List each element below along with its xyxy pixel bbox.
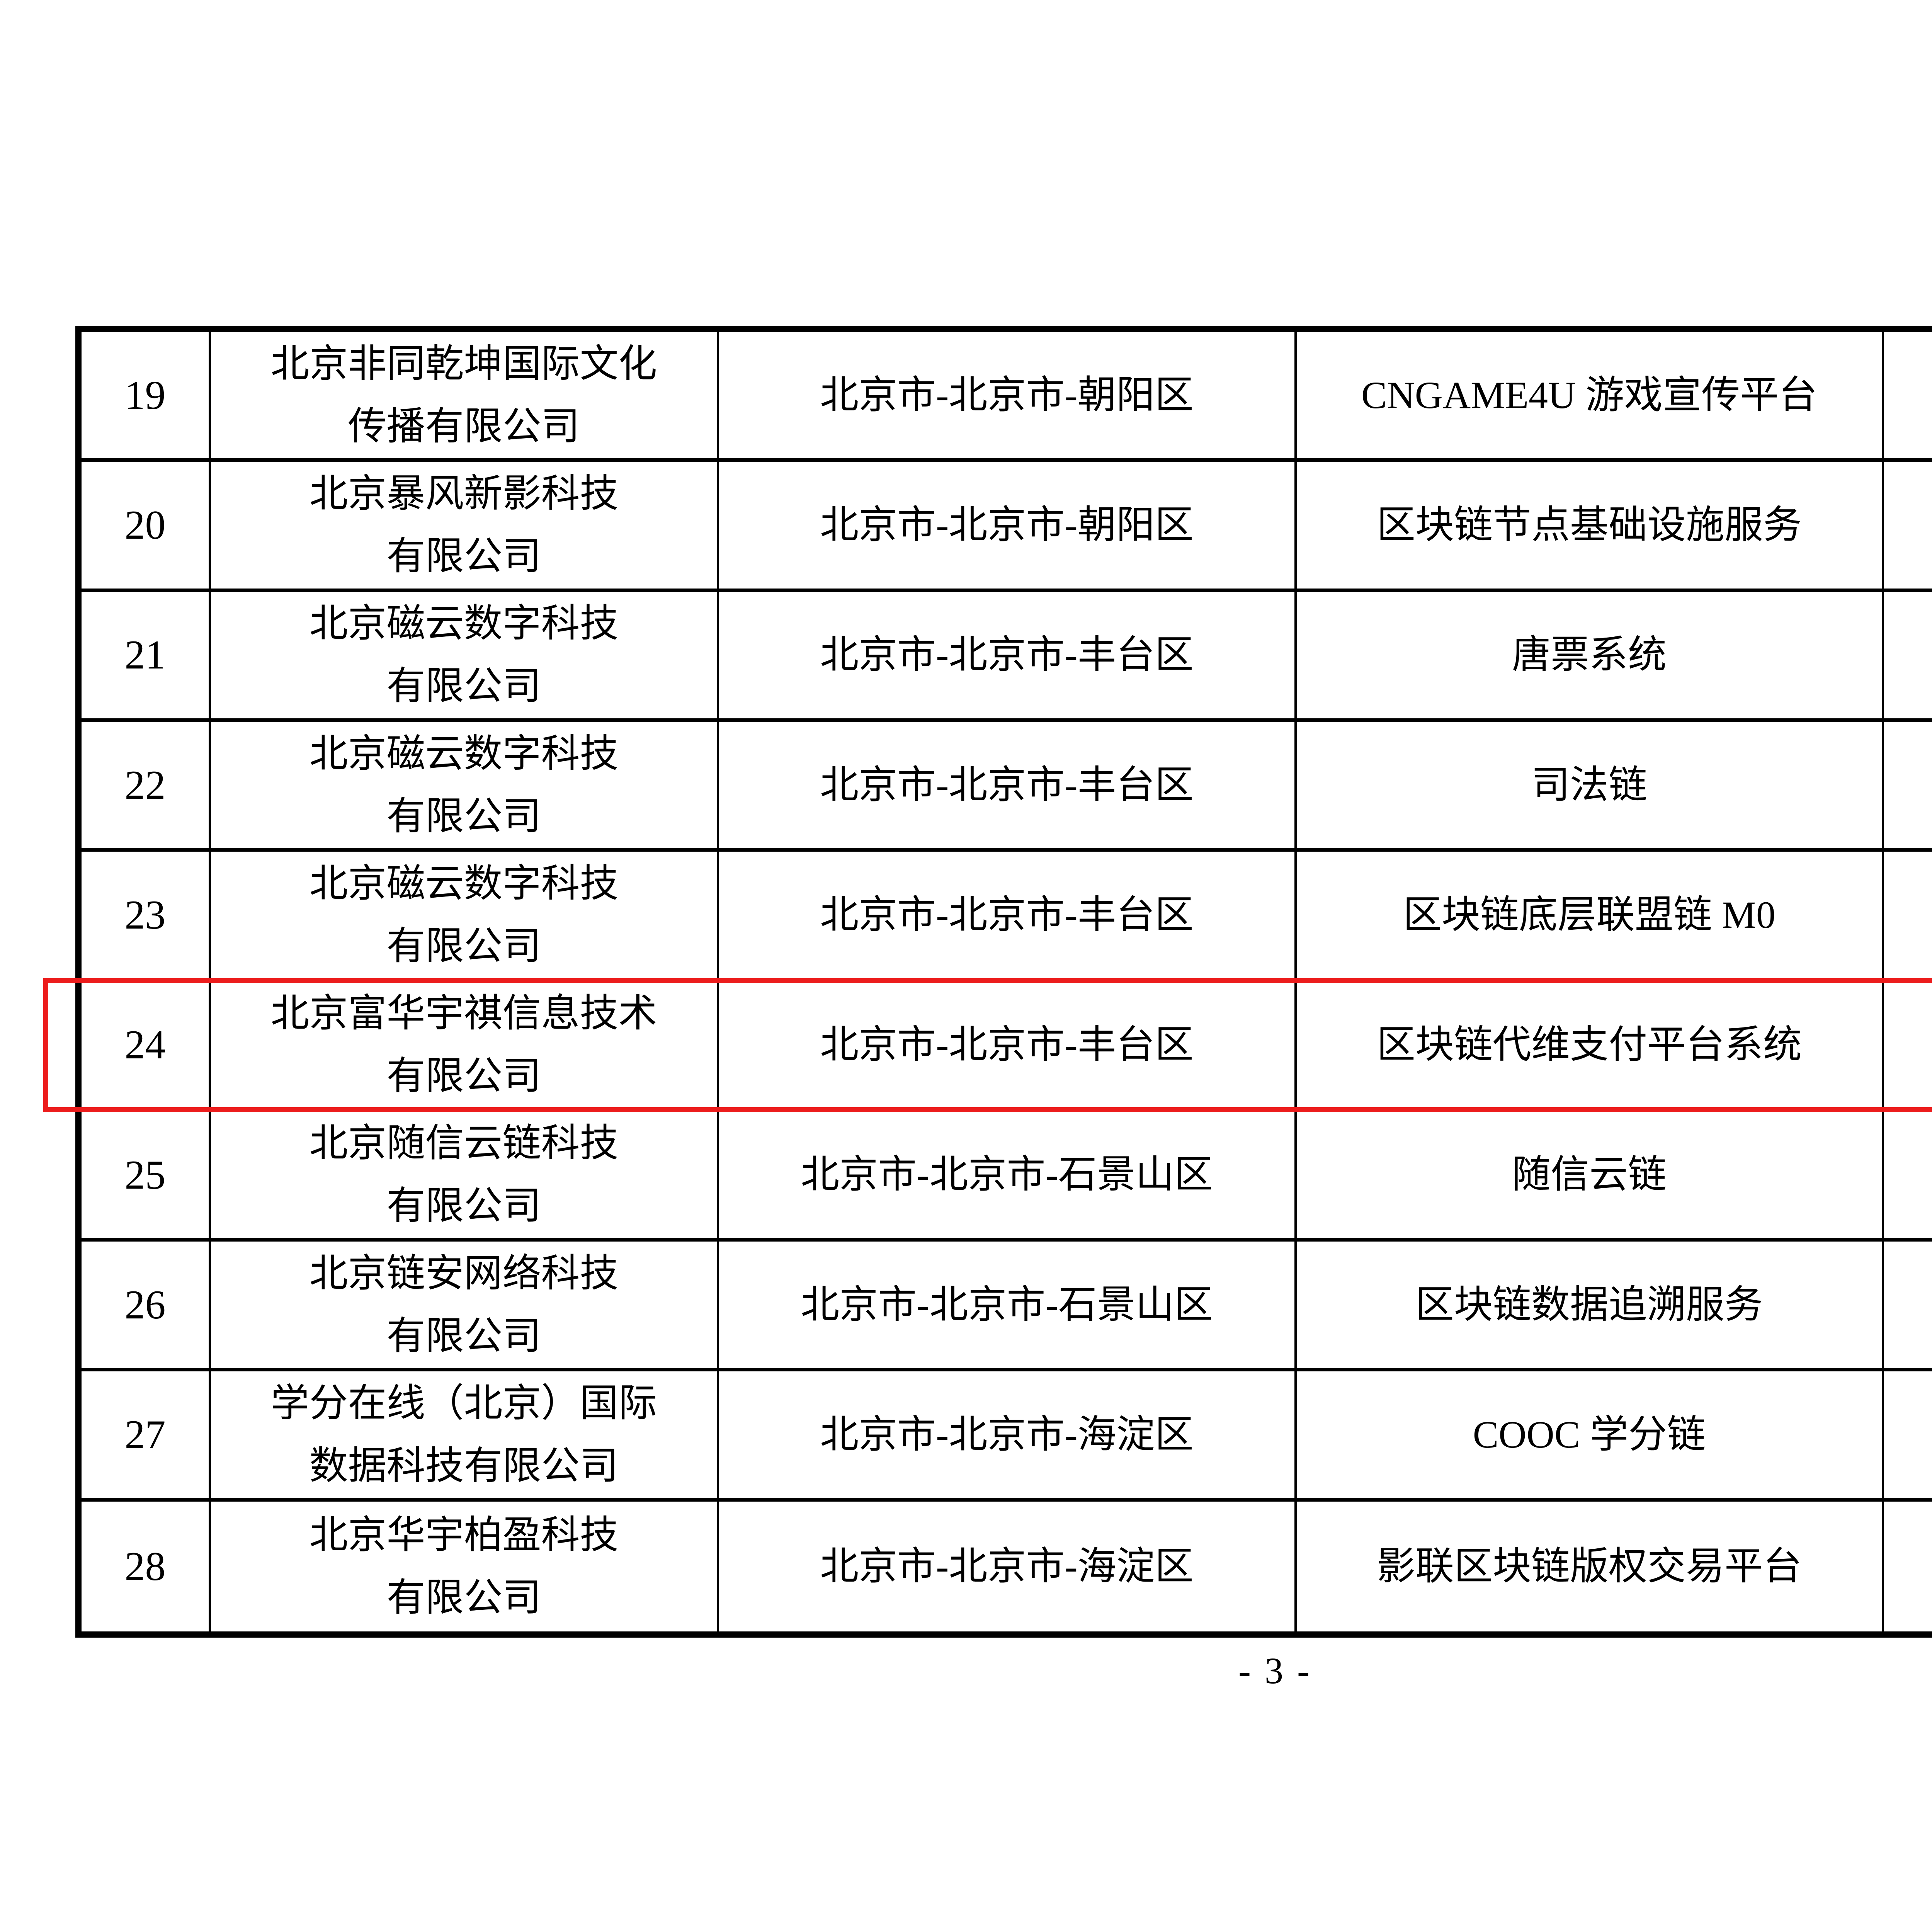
service-name: 区块链节点基础设施服务 [1297, 462, 1884, 592]
company-location: 北京市-北京市-丰台区 [719, 592, 1297, 722]
company-location: 北京市-北京市-石景山区 [719, 1242, 1297, 1372]
row-number: 27 [82, 1371, 211, 1502]
service-name: 司法链 [1297, 721, 1884, 852]
service-name: 随信云链 [1297, 1111, 1884, 1242]
license-number: 京网信备 11010819513884610016 号 [1884, 1502, 1932, 1631]
company-name: 北京非同乾坤国际文化 传播有限公司 [211, 332, 719, 462]
company-location: 北京市-北京市-石景山区 [719, 1111, 1297, 1242]
row-number: 26 [82, 1242, 211, 1372]
row-number: 24 [82, 981, 211, 1112]
company-name: 北京富华宇祺信息技术 有限公司 [211, 981, 719, 1112]
service-name: 区块链代维支付平台系统 [1297, 981, 1884, 1112]
company-location: 北京市-北京市-朝阳区 [719, 332, 1297, 462]
license-number: 京网信备 11010819190190940017 号 [1884, 1371, 1932, 1502]
company-location: 北京市-北京市-丰台区 [719, 981, 1297, 1112]
license-number: 京网信备 11010719546249370012 号 [1884, 1242, 1932, 1372]
service-name: 区块链底层联盟链 M0 [1297, 852, 1884, 982]
company-name: 北京磁云数字科技 有限公司 [211, 721, 719, 852]
service-name: CNGAME4U 游戏宣传平台 [1297, 332, 1884, 462]
service-name: 影联区块链版权交易平台 [1297, 1501, 1884, 1631]
row-number: 23 [82, 852, 211, 982]
row-number: 20 [82, 462, 211, 592]
row-number: 25 [82, 1111, 211, 1242]
company-name: 北京暴风新影科技 有限公司 [211, 462, 719, 592]
company-location: 北京市-北京市-丰台区 [719, 721, 1297, 852]
license-number: 京网信备 1101061931297653002X 号 [1884, 722, 1932, 852]
service-name: 唐票系统 [1297, 592, 1884, 722]
row-number: 21 [82, 592, 211, 722]
company-location: 北京市-北京市-丰台区 [719, 852, 1297, 982]
company-location: 北京市-北京市-海淀区 [719, 1371, 1297, 1502]
row-number: 19 [82, 332, 211, 462]
company-name: 北京随信云链科技 有限公司 [211, 1111, 719, 1242]
company-name: 北京华宇柏盈科技 有限公司 [211, 1501, 719, 1631]
row-number: 28 [82, 1501, 211, 1631]
license-number: 京网信备 11010719778822600013 号 [1884, 1112, 1932, 1242]
license-number: 京网信备 11010619435277930016 号 [1884, 981, 1932, 1112]
company-name: 北京磁云数字科技 有限公司 [211, 852, 719, 982]
blockchain-registration-table: 19 北京非同乾坤国际文化 传播有限公司 北京市-北京市-朝阳区 CNGAME4… [75, 326, 1932, 1638]
company-location: 北京市-北京市-朝阳区 [719, 462, 1297, 592]
service-name: COOC 学分链 [1297, 1371, 1884, 1502]
license-number: 京网信备 11010519504586680015 号 [1884, 332, 1932, 462]
service-name: 区块链数据追溯服务 [1297, 1242, 1884, 1372]
page-number: - 3 - [1238, 1650, 1312, 1691]
company-name: 北京磁云数字科技 有限公司 [211, 592, 719, 722]
license-number: 京网信备 11010619312976530011 号 [1884, 592, 1932, 722]
company-name: 北京链安网络科技 有限公司 [211, 1242, 719, 1372]
license-number: 京网信备 11010619312976530038 号 [1884, 852, 1932, 982]
license-number: 京网信备 1101051972434228001X 号 [1884, 462, 1932, 592]
company-location: 北京市-北京市-海淀区 [719, 1501, 1297, 1631]
row-number: 22 [82, 721, 211, 852]
company-name: 学分在线（北京）国际 数据科技有限公司 [211, 1371, 719, 1502]
